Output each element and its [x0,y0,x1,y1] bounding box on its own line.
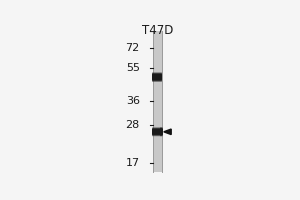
Polygon shape [164,129,171,135]
Bar [153,31,162,172]
Text: 28: 28 [126,120,140,130]
Text: 72: 72 [126,43,140,53]
Text: 55: 55 [126,63,140,73]
Text: 36: 36 [126,96,140,106]
Text: T47D: T47D [142,24,173,37]
Text: 17: 17 [126,158,140,168]
